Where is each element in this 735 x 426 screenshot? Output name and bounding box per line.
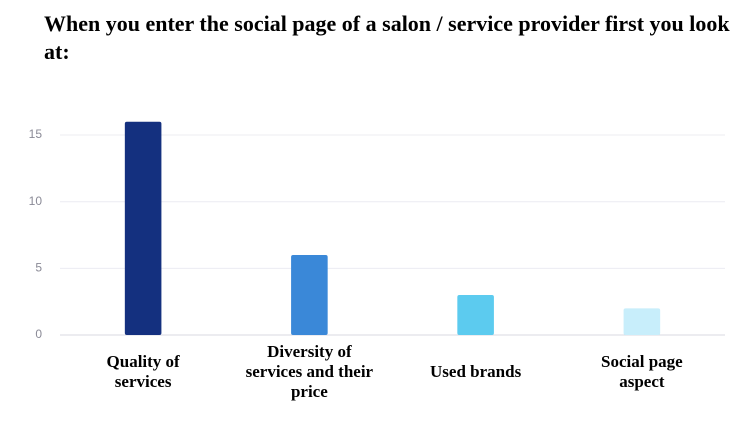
- y-tick-label: 0: [35, 327, 42, 341]
- y-tick-label: 10: [29, 194, 43, 208]
- bar: [457, 295, 494, 335]
- x-tick-label: Diversity of services and their price: [245, 342, 374, 401]
- x-tick-label: Social page aspect: [601, 352, 683, 391]
- x-tick-label: Quality of services: [106, 352, 180, 391]
- bar: [291, 255, 328, 335]
- bar: [623, 308, 661, 335]
- x-tick-label: Used brands: [430, 362, 522, 381]
- y-tick-label: 15: [29, 127, 43, 141]
- bar: [124, 121, 162, 335]
- chart-title: When you enter the social page of a salo…: [44, 11, 730, 64]
- y-tick-label: 5: [35, 261, 42, 275]
